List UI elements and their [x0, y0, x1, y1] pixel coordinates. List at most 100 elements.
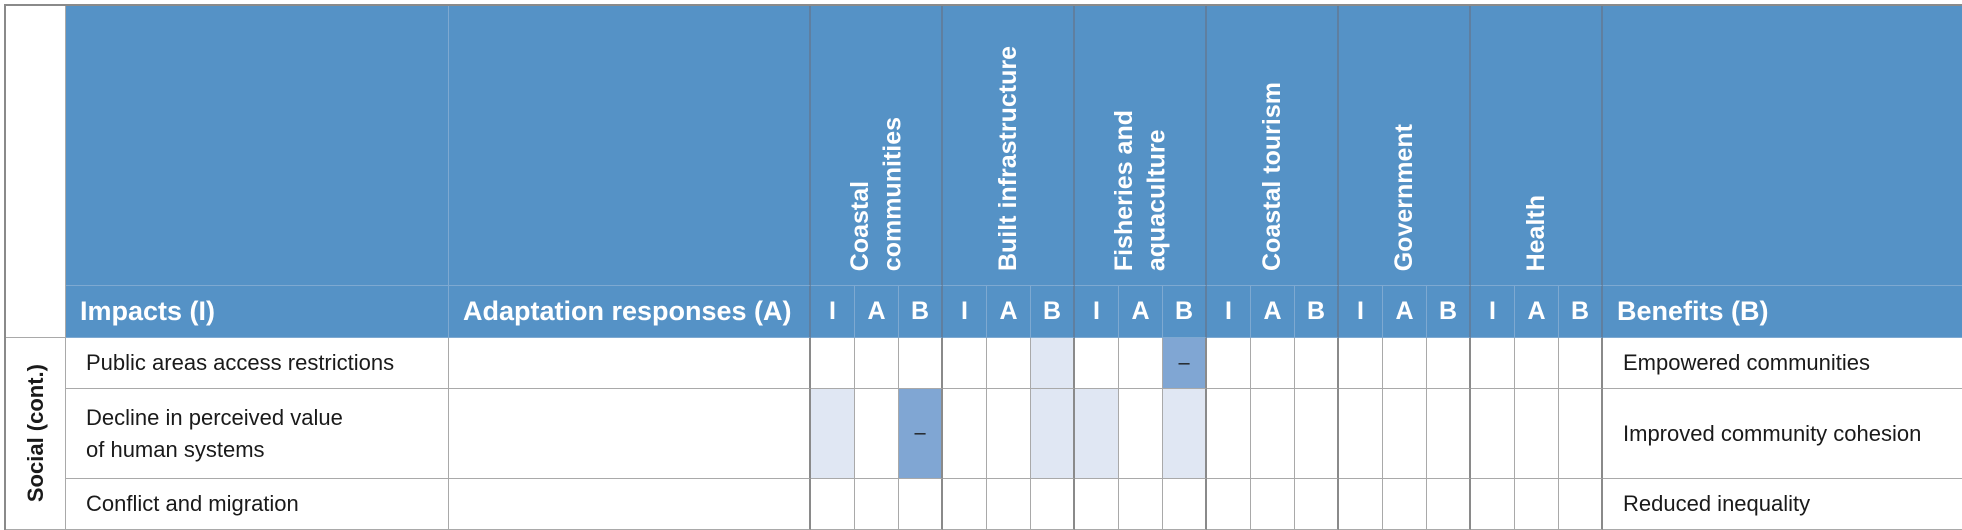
matrix-cell	[1559, 338, 1603, 389]
matrix-cell	[1383, 338, 1427, 389]
impacts-column-header: Impacts (I)	[66, 286, 449, 338]
sector-header: Built infrastructure	[943, 6, 1075, 286]
benefit-cell: Empowered communities	[1603, 338, 1962, 389]
benefit-cell: Improved community cohesion	[1603, 389, 1962, 479]
matrix-cell	[1163, 479, 1207, 530]
matrix-cell	[1427, 389, 1471, 479]
matrix-cell	[1251, 479, 1295, 530]
matrix-cell	[987, 338, 1031, 389]
matrix-cell	[1295, 338, 1339, 389]
sub-header-a: A	[987, 286, 1031, 338]
matrix-cell	[1295, 389, 1339, 479]
matrix-cell	[899, 338, 943, 389]
matrix-cell: –	[899, 389, 943, 479]
matrix-cell	[987, 389, 1031, 479]
matrix-cell	[1515, 389, 1559, 479]
matrix-cell	[1471, 479, 1515, 530]
matrix-cell	[1207, 389, 1251, 479]
matrix-cell	[1427, 338, 1471, 389]
matrix-cell	[1031, 479, 1075, 530]
sub-header-a: A	[1383, 286, 1427, 338]
sub-header-a: A	[1515, 286, 1559, 338]
matrix-cell	[1119, 389, 1163, 479]
sub-header-b: B	[1559, 286, 1603, 338]
matrix-cell	[1075, 479, 1119, 530]
sub-header-b: B	[899, 286, 943, 338]
adaptation-cell	[449, 389, 811, 479]
matrix-cell	[1031, 338, 1075, 389]
sector-header-label: Coastal tourism	[1257, 82, 1286, 271]
matrix-cell	[855, 338, 899, 389]
sector-header-label: Fisheries and aquaculture	[1109, 109, 1171, 271]
matrix-cell	[1515, 479, 1559, 530]
sub-header-a: A	[855, 286, 899, 338]
matrix-cell	[1427, 479, 1471, 530]
sector-header: Fisheries and aquaculture	[1075, 6, 1207, 286]
matrix-cell	[1207, 338, 1251, 389]
impact-cell: Decline in perceived value of human syst…	[66, 389, 449, 479]
benefits-header-spacer	[1603, 6, 1962, 286]
adaptation-column-header: Adaptation responses (A)	[449, 286, 811, 338]
sub-header-b: B	[1163, 286, 1207, 338]
matrix-cell	[811, 479, 855, 530]
sub-header-i: I	[1207, 286, 1251, 338]
matrix-cell	[943, 389, 987, 479]
matrix-cell	[1339, 338, 1383, 389]
adaptation-cell	[449, 338, 811, 389]
matrix-cell	[1471, 338, 1515, 389]
matrix-cell	[1075, 338, 1119, 389]
matrix-cell	[1383, 389, 1427, 479]
matrix-cell	[1251, 338, 1295, 389]
matrix-cell	[1119, 338, 1163, 389]
matrix-cell	[1559, 389, 1603, 479]
impact-cell: Public areas access restrictions	[66, 338, 449, 389]
benefit-cell: Reduced inequality	[1603, 479, 1962, 530]
sub-header-a: A	[1251, 286, 1295, 338]
adaptation-header-spacer	[449, 6, 811, 286]
sector-header-label: Health	[1521, 194, 1550, 271]
matrix-cell	[987, 479, 1031, 530]
matrix-cell	[943, 338, 987, 389]
sub-header-b: B	[1031, 286, 1075, 338]
matrix-cell	[1339, 389, 1383, 479]
matrix-cell	[1207, 479, 1251, 530]
sector-header: Health	[1471, 6, 1603, 286]
matrix-cell	[1383, 479, 1427, 530]
sub-header-i: I	[943, 286, 987, 338]
matrix-cell	[855, 389, 899, 479]
sub-header-i: I	[1075, 286, 1119, 338]
sub-header-i: I	[1471, 286, 1515, 338]
matrix-cell: –	[1163, 338, 1207, 389]
matrix-cell	[1163, 389, 1207, 479]
sector-header: Government	[1339, 6, 1471, 286]
matrix-cell	[1075, 389, 1119, 479]
matrix-cell	[1251, 389, 1295, 479]
impact-matrix-table: Coastal communities Built infrastructure F…	[4, 4, 1962, 530]
matrix-cell	[899, 479, 943, 530]
sub-header-a: A	[1119, 286, 1163, 338]
adaptation-cell	[449, 479, 811, 530]
matrix-cell	[1031, 389, 1075, 479]
sector-header-label: Government	[1389, 123, 1418, 271]
corner-cell	[6, 6, 66, 338]
sector-header: Coastal tourism	[1207, 6, 1339, 286]
matrix-cell	[1295, 479, 1339, 530]
impacts-header-spacer	[66, 6, 449, 286]
sub-header-b: B	[1295, 286, 1339, 338]
matrix-cell	[1515, 338, 1559, 389]
benefits-column-header: Benefits (B)	[1603, 286, 1962, 338]
sector-header-label: Built infrastructure	[993, 45, 1022, 271]
matrix-cell	[811, 338, 855, 389]
matrix-cell	[1471, 389, 1515, 479]
matrix-cell	[811, 389, 855, 479]
matrix-cell	[943, 479, 987, 530]
matrix-cell	[1339, 479, 1383, 530]
section-label-text: Social (cont.)	[22, 364, 48, 503]
matrix-cell	[1119, 479, 1163, 530]
section-label-social: Social (cont.)	[6, 338, 66, 530]
sector-header-label: Coastal communities	[845, 116, 907, 271]
sub-header-i: I	[1339, 286, 1383, 338]
matrix-cell	[855, 479, 899, 530]
sector-header: Coastal communities	[811, 6, 943, 286]
sub-header-i: I	[811, 286, 855, 338]
